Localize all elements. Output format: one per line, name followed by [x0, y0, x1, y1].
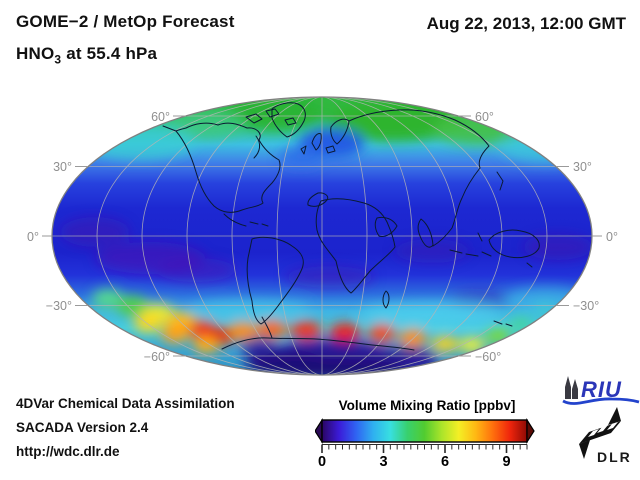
- lat-label-right-0: 0°: [606, 230, 618, 244]
- coastline-india: [417, 218, 434, 248]
- coastline-australia: [488, 229, 540, 268]
- colorbar-ticks: [321, 444, 528, 453]
- coastline-greenland: [271, 102, 306, 138]
- coastline-east-asia: [432, 167, 481, 247]
- lat-label-right--30: −30°: [573, 299, 599, 313]
- coastline-north-america: [162, 122, 281, 213]
- colorbar-tick-6: 6: [441, 454, 449, 470]
- coastline-southeast-asia: [449, 232, 492, 257]
- colorbar-tick-9: 9: [502, 454, 510, 470]
- coastline-iceland: [325, 145, 336, 154]
- colorbar-left-arrow: [315, 417, 323, 445]
- coastline-north-asia: [348, 109, 490, 169]
- lat-label-left-60: 60°: [151, 110, 170, 124]
- coastline-iberia: [307, 192, 329, 207]
- coastline-britain: [300, 133, 322, 155]
- graticule: [52, 97, 592, 375]
- lat-label-left-0: 0°: [27, 230, 39, 244]
- lat-label-left--60: −60°: [144, 350, 170, 364]
- dlr-arrow-icon: [579, 407, 621, 459]
- hno3-field-anomalies: [60, 97, 592, 375]
- formula-subscript: 3: [54, 52, 62, 67]
- cathedral-icon: [565, 376, 578, 399]
- lat-label-right-30: 30°: [573, 160, 592, 174]
- timestamp-label: Aug 22, 2013, 12:00 GMT: [426, 14, 626, 33]
- coastline-scandinavia: [330, 118, 350, 145]
- lat-label-right-60: 60°: [475, 110, 494, 124]
- dlr-wordmark: DLR: [597, 449, 632, 465]
- colorbar-title: Volume Mixing Ratio [ppbv]: [339, 398, 516, 413]
- coastline-south-america: [246, 236, 304, 325]
- colorbar-tick-0: 0: [318, 454, 326, 470]
- coastline-antarctic-peninsula: [261, 316, 273, 339]
- credit-line-assimilation: 4DVar Chemical Data Assimilation: [16, 396, 235, 411]
- latitude-tick-dashes: [42, 115, 602, 357]
- riu-logo: RIU: [562, 376, 640, 405]
- coastline-subantarctic-islands: [493, 320, 513, 327]
- colorbar-tick-3: 3: [379, 454, 387, 470]
- figure-title: GOME−2 / MetOp Forecast: [16, 12, 235, 31]
- credit-line-url: http://wdc.dlr.de: [16, 444, 120, 459]
- coastline-japan: [496, 171, 504, 191]
- hno3-field: [52, 97, 592, 375]
- formula-prefix: HNO: [16, 44, 55, 63]
- coastline-central-america: [223, 213, 269, 227]
- lat-label-left--30: −30°: [46, 299, 72, 313]
- coastline-antarctica: [221, 337, 415, 351]
- coastline-arabia: [374, 216, 398, 237]
- colorbar-tick-labels: 0 3 6 9: [318, 454, 511, 470]
- lat-label-right--60: −60°: [475, 350, 501, 364]
- credit-line-version: SACADA Version 2.4: [16, 420, 149, 435]
- credits-block: 4DVar Chemical Data Assimilation SACADA …: [16, 392, 235, 464]
- coastline-hudson-bay: [253, 135, 261, 159]
- coastlines: [162, 102, 540, 351]
- coastline-africa: [315, 198, 396, 294]
- coastline-madagascar: [382, 290, 390, 309]
- colorbar-gradient-bar: [321, 419, 528, 443]
- lat-label-left-30: 30°: [53, 160, 72, 174]
- colorbar-right-arrow: [526, 417, 535, 445]
- species-level-subtitle: HNO3 at 55.4 hPa: [16, 44, 157, 66]
- formula-suffix: at 55.4 hPa: [61, 44, 158, 63]
- latitude-labels: 60° 30° 0° −30° −60° 60° 30° 0° −30° −60…: [27, 110, 618, 364]
- dlr-logo: DLR: [579, 407, 632, 465]
- wave-icon: [562, 397, 640, 405]
- colorbar: Volume Mixing Ratio [ppbv] 0 3 6 9: [315, 398, 535, 470]
